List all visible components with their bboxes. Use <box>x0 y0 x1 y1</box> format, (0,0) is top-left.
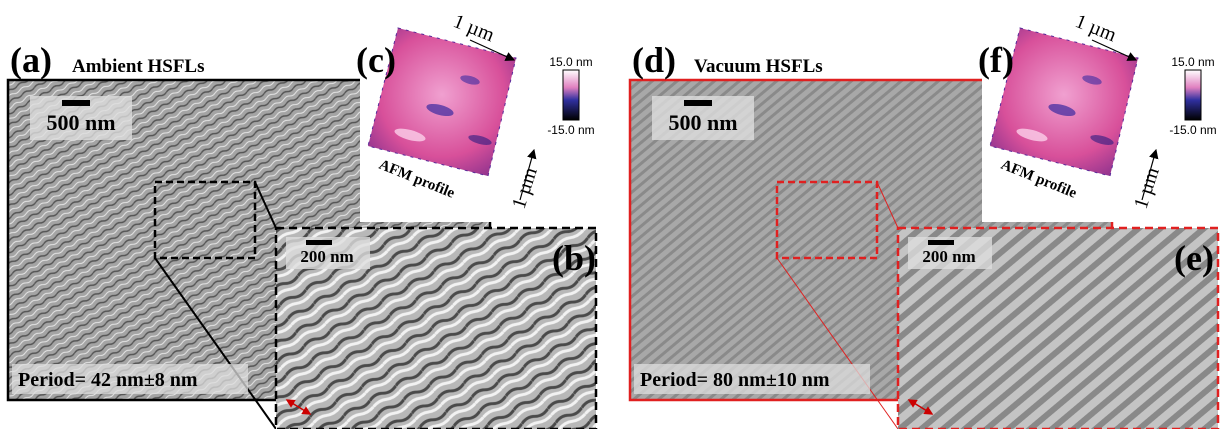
scale-bar <box>306 240 332 245</box>
colorbar <box>563 70 579 120</box>
colorbar-min: -15.0 nm <box>1169 123 1216 137</box>
panel-title: Vacuum HSFLs <box>694 56 823 77</box>
panel-label: (d) <box>632 40 676 80</box>
colorbar-max: 15.0 nm <box>549 55 592 69</box>
panel-group: 500 nm 200 nm Period= 42 nm±8 nm (a) Amb… <box>8 10 596 429</box>
scale-label: 500 nm <box>46 110 115 135</box>
scale-bar <box>62 100 90 106</box>
panel-label: (f) <box>978 40 1014 80</box>
panel-label: (e) <box>1174 238 1214 278</box>
colorbar-min: -15.0 nm <box>547 123 594 137</box>
panel-label: (c) <box>356 40 396 80</box>
colorbar <box>1185 70 1201 120</box>
period-label: Period= 42 nm±8 nm <box>18 369 198 391</box>
period-label: Period= 80 nm±10 nm <box>640 369 830 391</box>
panel-label: (b) <box>552 238 596 278</box>
panel-label: (a) <box>10 40 52 80</box>
scale-bar <box>684 100 712 106</box>
figure: 500 nm 200 nm Period= 42 nm±8 nm (a) Amb… <box>0 0 1220 429</box>
scale-bar <box>928 240 954 245</box>
panel-title: Ambient HSFLs <box>72 56 205 77</box>
scale-label: 200 nm <box>922 247 975 266</box>
scale-label: 200 nm <box>300 247 353 266</box>
panel-group: 500 nm 200 nm Period= 80 nm±10 nm (d) Va… <box>630 10 1218 429</box>
scale-label: 500 nm <box>668 110 737 135</box>
colorbar-max: 15.0 nm <box>1171 55 1214 69</box>
